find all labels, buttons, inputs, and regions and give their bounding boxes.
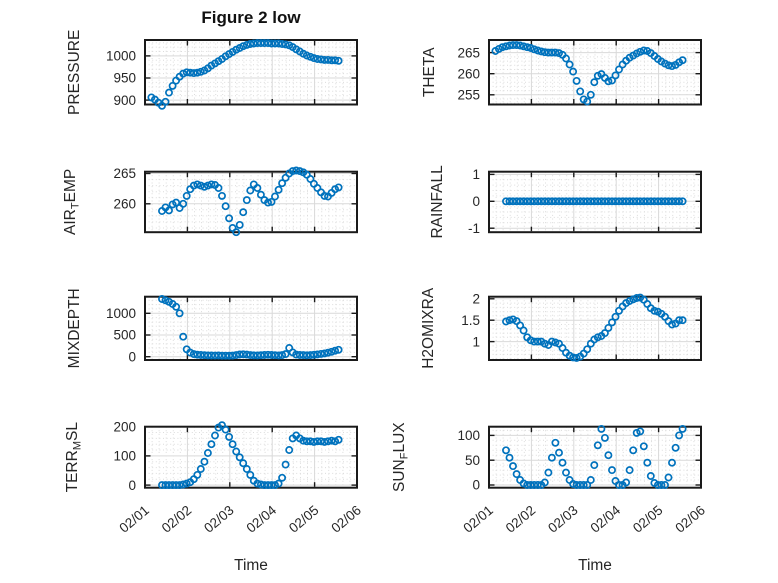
subplot-pressure: 900 950 1000 PRESSURE [66, 30, 358, 115]
figure-title: Figure 2 low [201, 8, 301, 27]
x-axis-label: Time [234, 557, 268, 574]
y-tick-label: 50 [465, 453, 480, 468]
minor-grid [489, 296, 701, 360]
tick-marks [146, 297, 356, 359]
axes-box [144, 425, 358, 489]
axes-box [144, 39, 358, 106]
tick-marks [146, 172, 356, 232]
y-tick-label: 260 [457, 66, 480, 81]
x-tick-label: 02/05 [286, 503, 322, 536]
x-tick-label: 02/03 [545, 503, 581, 536]
series-markers [158, 295, 343, 360]
y-axis-label: THETA [421, 47, 438, 97]
minor-grid [145, 171, 357, 233]
y-tick-label: 265 [457, 45, 480, 60]
y-tick-label: -1 [468, 221, 480, 236]
y-axis-label: AIRTEMP [62, 169, 82, 235]
y-axis-label: TERRMSL [64, 422, 84, 493]
y-tick-label: 200 [113, 419, 136, 434]
y-tick-label: 1 [472, 334, 480, 349]
y-tick-label: 1000 [106, 306, 136, 321]
x-tick-label: 02/04 [244, 502, 280, 536]
series-markers [502, 293, 687, 362]
y-tick-label: 100 [113, 449, 136, 464]
x-tick-label: 02/02 [159, 503, 195, 536]
y-tick-label: 1000 [106, 49, 136, 64]
series-markers [158, 421, 343, 490]
minor-grid [489, 171, 701, 233]
x-tick-label: 02/06 [672, 503, 708, 536]
subplot-theta: 255 260 265 THETA [421, 39, 702, 106]
y-tick-label: 265 [113, 166, 136, 181]
axes-box [488, 425, 702, 489]
y-axis-label: MIXDEPTH [66, 288, 83, 368]
x-tick-label: 02/01 [116, 503, 152, 536]
y-tick-label: 0 [472, 194, 480, 209]
y-axis-label: RAINFALL [429, 165, 446, 239]
y-tick-label: 0 [472, 478, 480, 493]
tick-marks [490, 172, 700, 232]
y-tick-label: 1 [472, 167, 480, 182]
y-tick-label: 500 [113, 328, 136, 343]
axes-box [144, 170, 358, 234]
x-tick-label: 02/06 [328, 503, 364, 536]
y-axis-label: H2OMIXRA [420, 287, 437, 369]
axes-box [488, 295, 702, 362]
subplot-terr_msl: 0 100 200 TERRMSL [64, 419, 358, 493]
y-tick-label: 950 [113, 71, 136, 86]
series-markers [502, 424, 687, 489]
y-tick-label: 0 [128, 349, 136, 364]
series-markers [147, 39, 343, 110]
y-tick-label: 2 [472, 292, 480, 307]
x-tick-label: 02/04 [588, 502, 624, 536]
subplot-sun_flux: 0 50 100 SUNFLUX [391, 422, 702, 493]
major-grid [489, 426, 701, 488]
x-tick-label: 02/03 [201, 503, 237, 536]
y-tick-label: 900 [113, 93, 136, 108]
x-axis-label: Time [578, 557, 612, 574]
minor-grid [145, 40, 357, 105]
subplot-rainfall: -1 0 1 RAINFALL [429, 165, 702, 239]
y-axis-label: PRESSURE [66, 30, 83, 115]
x-tick-label: 02/02 [503, 503, 539, 536]
subplot-air_temp: 260 265 AIRTEMP [62, 166, 358, 237]
y-tick-label: 0 [128, 478, 136, 493]
subplot-mixdepth: 0 500 1000 MIXDEPTH [66, 288, 358, 368]
x-tick-label: 02/05 [630, 503, 666, 536]
series-markers [491, 41, 687, 106]
y-tick-label: 260 [113, 197, 136, 212]
y-tick-label: 100 [457, 428, 480, 443]
subplot-h2omixra: 1 1.5 2 H2OMIXRA [420, 287, 702, 369]
axes-box [144, 295, 358, 362]
series-markers [502, 197, 687, 206]
y-axis-label: SUNFLUX [391, 422, 411, 492]
axes-box [488, 170, 702, 234]
major-grid [145, 171, 357, 233]
major-grid [489, 40, 701, 105]
axes-box [488, 39, 702, 106]
series-markers [158, 166, 343, 237]
y-tick-label: 1.5 [461, 313, 480, 328]
y-tick-label: 255 [457, 88, 480, 103]
x-tick-label: 02/01 [460, 503, 496, 536]
